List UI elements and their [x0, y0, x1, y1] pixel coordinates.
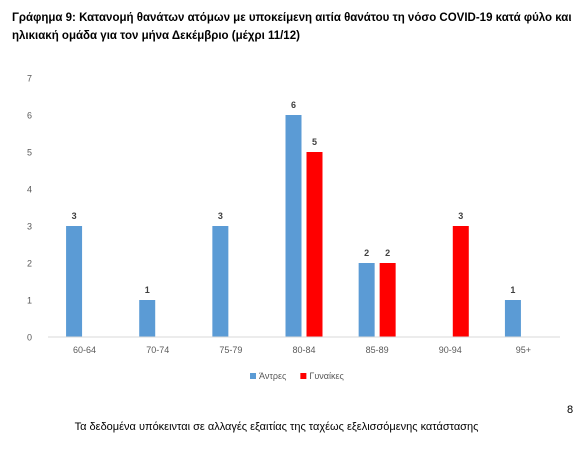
- data-label: 3: [218, 211, 223, 221]
- y-tick-label: 5: [27, 148, 32, 158]
- x-tick-label: 95+: [516, 345, 531, 355]
- data-label: 1: [510, 285, 515, 295]
- bar-men: [139, 300, 156, 337]
- y-tick-label: 0: [27, 333, 32, 343]
- x-tick-label: 60-64: [73, 345, 96, 355]
- data-label: 3: [72, 211, 77, 221]
- page-number: 8: [567, 404, 574, 416]
- bar-chart: 0 1 2 3 4 5 6 7 3 1 3 6 5 2 2 3 1 60-64 70-74 75-79 80-84 8…: [27, 74, 560, 381]
- legend-swatch: [300, 373, 307, 379]
- bar-men: [212, 226, 229, 337]
- y-tick-label: 6: [27, 111, 32, 121]
- x-tick-label: 90-94: [439, 345, 462, 355]
- bar-men: [504, 300, 521, 337]
- legend: Άντρες Γυναίκες: [250, 371, 344, 381]
- legend-label: Γυναίκες: [309, 371, 344, 381]
- x-tick-label: 85-89: [366, 345, 389, 355]
- data-label: 5: [312, 137, 317, 147]
- y-tick-label: 4: [27, 185, 32, 195]
- legend-label: Άντρες: [259, 371, 287, 381]
- chart-title: Γράφημα 9: Κατανομή θανάτων ατόμων με υπ…: [12, 12, 572, 42]
- footnote-text: Τα δεδομένα υπόκεινται σε αλλαγές εξαιτί…: [74, 421, 479, 433]
- x-tick-label: 80-84: [292, 345, 315, 355]
- data-label: 2: [364, 248, 369, 258]
- y-tick-label: 7: [27, 74, 32, 84]
- bar-men: [358, 263, 375, 337]
- y-tick-label: 3: [27, 222, 32, 232]
- bar-women: [452, 226, 469, 337]
- bar-women: [306, 152, 323, 337]
- y-tick-label: 1: [27, 296, 32, 306]
- data-label: 1: [145, 285, 150, 295]
- y-axis: 0 1 2 3 4 5 6 7: [27, 74, 32, 343]
- x-tick-label: 75-79: [219, 345, 242, 355]
- data-label: 6: [291, 100, 296, 110]
- legend-swatch: [250, 373, 256, 379]
- bar-men: [285, 115, 302, 337]
- footnote: Τα δεδομένα υπόκεινται σε αλλαγές εξαιτί…: [0, 421, 583, 433]
- x-tick-label: 70-74: [146, 345, 169, 355]
- x-axis: 60-64 70-74 75-79 80-84 85-89 90-94 95+: [48, 336, 560, 355]
- y-tick-label: 2: [27, 259, 32, 269]
- bar-men: [66, 226, 83, 337]
- data-label: 3: [458, 211, 463, 221]
- bar-women: [379, 263, 396, 337]
- data-label: 2: [385, 248, 390, 258]
- bars: 3 1 3 6 5 2 2 3 1: [66, 100, 521, 337]
